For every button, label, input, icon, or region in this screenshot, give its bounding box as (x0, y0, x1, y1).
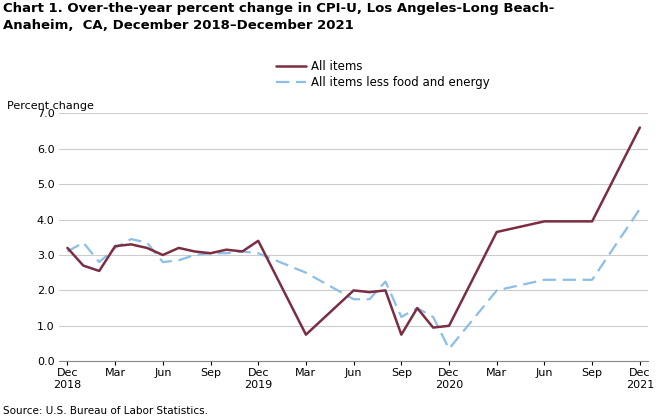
All items (397, 332, 405, 337)
Text: Chart 1. Over-the-year percent change in CPI-U, Los Angeles-Long Beach-: Chart 1. Over-the-year percent change in… (3, 2, 555, 15)
All items less food and energy (636, 207, 644, 212)
All items less food and energy (63, 249, 71, 254)
All items (111, 244, 119, 249)
All items (254, 238, 262, 243)
All items less food and energy (175, 258, 182, 263)
All items less food and energy (350, 297, 358, 302)
All items less food and energy (588, 277, 596, 282)
All items (190, 249, 198, 254)
All items less food and energy (381, 279, 389, 284)
All items (175, 245, 182, 250)
All items (541, 219, 549, 224)
All items less food and energy (190, 252, 198, 257)
All items (79, 263, 87, 268)
All items (159, 252, 167, 257)
All items (207, 251, 215, 256)
All items (429, 325, 437, 330)
Text: Percent change: Percent change (7, 101, 93, 111)
All items less food and energy (79, 240, 87, 245)
All items (413, 306, 421, 311)
Text: Source: U.S. Bureau of Labor Statistics.: Source: U.S. Bureau of Labor Statistics. (3, 406, 208, 416)
All items less food and energy (492, 288, 500, 293)
All items less food and energy (143, 240, 151, 245)
All items (588, 219, 596, 224)
All items (223, 247, 231, 252)
All items (239, 249, 247, 254)
Line: All items less food and energy: All items less food and energy (67, 209, 640, 349)
All items (445, 323, 453, 328)
All items less food and energy (445, 346, 453, 351)
All items (492, 229, 500, 234)
All items (95, 268, 103, 273)
All items (350, 288, 358, 293)
All items less food and energy (223, 251, 231, 256)
All items (127, 242, 135, 247)
All items less food and energy (111, 245, 119, 250)
All items less food and energy (429, 315, 437, 320)
All items less food and energy (95, 260, 103, 265)
All items less food and energy (239, 249, 247, 254)
All items (381, 288, 389, 293)
All items (636, 125, 644, 130)
All items (63, 245, 71, 250)
Text: Anaheim,  CA, December 2018–December 2021: Anaheim, CA, December 2018–December 2021 (3, 19, 354, 32)
All items less food and energy (159, 260, 167, 265)
All items less food and energy (413, 306, 421, 311)
All items (302, 332, 310, 337)
All items less food and energy (127, 236, 135, 241)
All items less food and energy (397, 315, 405, 320)
Legend: All items, All items less food and energy: All items, All items less food and energ… (271, 56, 495, 94)
All items less food and energy (254, 251, 262, 256)
All items less food and energy (207, 251, 215, 256)
All items less food and energy (541, 277, 549, 282)
All items less food and energy (366, 297, 373, 302)
All items (143, 245, 151, 250)
Line: All items: All items (67, 128, 640, 335)
All items less food and energy (302, 270, 310, 275)
All items (366, 290, 373, 295)
